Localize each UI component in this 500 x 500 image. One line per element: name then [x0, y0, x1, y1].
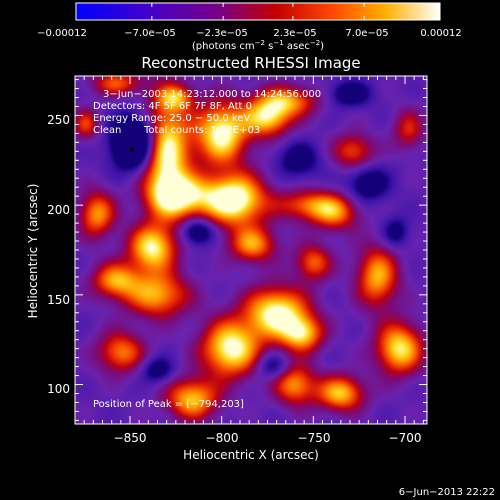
colorbar-tick-label: 0.00012: [420, 28, 461, 39]
y-tick-label: 250: [47, 113, 70, 127]
peak-dot: [129, 147, 134, 152]
colorbar: [75, 2, 441, 21]
colorbar-tick-label: −7.0e−05: [124, 28, 176, 39]
axis-ticks: [75, 76, 427, 424]
annotation-method: Clean: [93, 125, 121, 136]
heatmap-image: [75, 76, 427, 424]
chart-title: Reconstructed RHESSI Image: [141, 54, 360, 72]
colorbar-ticks: [75, 3, 441, 20]
x-tick-label: −700: [389, 431, 422, 445]
annotation-detectors: Detectors: 4F 5F 6F 7F 8F, Att 0: [93, 101, 252, 112]
y-tick-label: 100: [47, 382, 70, 396]
colorbar-tick-label: 7.0e−05: [345, 28, 388, 39]
x-tick-label: −750: [298, 431, 331, 445]
annotation-time-range: 3−Jun−2003 14:23:12.000 to 14:24:56.000: [103, 89, 321, 100]
x-tick-label: −800: [206, 431, 239, 445]
x-axis-label: Heliocentric X (arcsec): [183, 448, 319, 462]
colorbar-tick-label: 2.3e−05: [273, 28, 316, 39]
footer-date: 6−Jun−2013 22:22: [399, 487, 495, 498]
x-tick-label: −850: [114, 431, 147, 445]
colorbar-tick-label: −2.3e−05: [196, 28, 248, 39]
y-tick-label: 150: [47, 293, 70, 307]
colorbar-units: (photons cm−2 s−1 asec−2): [192, 39, 324, 52]
y-tick-label: 200: [47, 203, 70, 217]
y-axis-label: Heliocentric Y (arcsec): [26, 184, 40, 319]
annotation-counts: Total counts: 1.32E+03: [143, 125, 260, 136]
colorbar-tick-label: −0.00012: [37, 28, 87, 39]
annotation-energy: Energy Range: 25.0 − 50.0 keV: [93, 113, 250, 124]
annotation-peak: Position of Peak = [−794,203]: [93, 399, 244, 410]
peak-marker: [129, 147, 134, 152]
